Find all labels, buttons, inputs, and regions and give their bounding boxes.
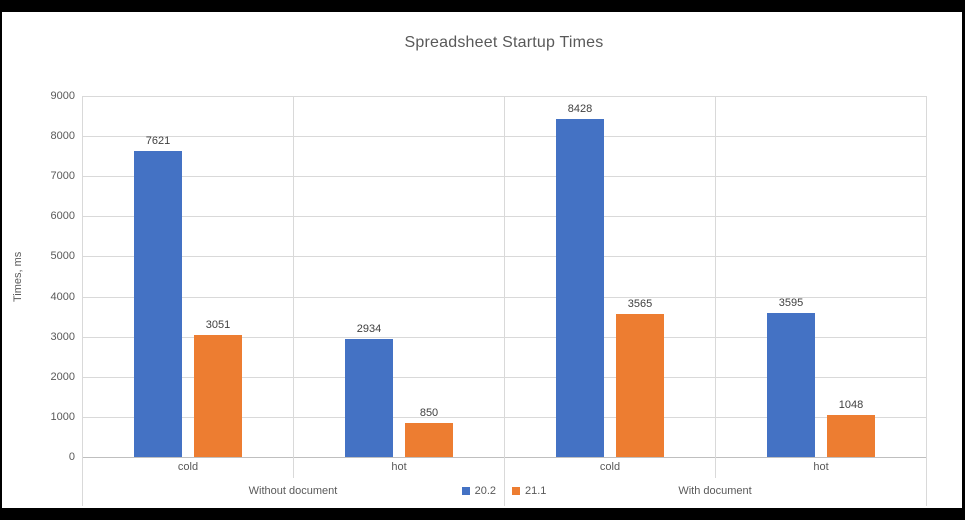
chart-panel: Spreadsheet Startup Times Times, ms 7621…	[2, 12, 962, 508]
y-tick-label: 3000	[50, 330, 75, 343]
axis-separator	[715, 457, 716, 478]
bar-value-label: 7621	[145, 135, 171, 147]
group-label: Without document	[248, 485, 338, 497]
plot-area: 7621 2934 8428 3595 3051 850 3565 1048	[82, 96, 927, 458]
y-tick-label: 2000	[50, 370, 75, 383]
axis-separator	[293, 457, 294, 478]
bar-21.1-hot	[827, 415, 875, 457]
y-tick-label: 9000	[50, 90, 75, 102]
legend-swatch-orange-icon	[512, 487, 520, 495]
bar-21.1-hot	[405, 423, 453, 457]
gridline-vertical	[82, 96, 83, 457]
gridline-vertical	[293, 96, 294, 457]
category-label: hot	[813, 461, 829, 473]
bar-value-label: 850	[419, 407, 439, 419]
category-label: cold	[599, 461, 621, 473]
bar-20.2-hot	[767, 313, 815, 457]
legend-entry-21.1: 21.1	[512, 485, 546, 497]
bar-20.2-hot	[345, 339, 393, 457]
y-tick-label: 0	[68, 451, 75, 463]
axis-separator	[82, 457, 83, 506]
y-tick-label: 7000	[50, 170, 75, 183]
y-tick-label: 5000	[50, 250, 75, 263]
gridline-vertical	[715, 96, 716, 457]
bar-value-label: 3595	[778, 297, 804, 309]
bar-value-label: 3565	[627, 298, 653, 310]
legend-label: 21.1	[525, 485, 547, 497]
group-label: With document	[678, 485, 752, 497]
bar-21.1-cold	[616, 314, 664, 457]
gridline-vertical	[504, 96, 505, 457]
bar-value-label: 2934	[356, 323, 382, 335]
axis-separator	[504, 457, 505, 506]
y-tick-label: 1000	[50, 410, 75, 423]
bar-20.2-cold	[134, 151, 182, 457]
y-tick-label: 6000	[50, 210, 75, 223]
legend-label: 20.2	[474, 485, 496, 497]
axis-separator	[926, 457, 927, 506]
chart-title: Spreadsheet Startup Times	[404, 34, 604, 51]
category-label: cold	[177, 461, 199, 473]
bar-value-label: 1048	[838, 399, 864, 411]
bar-21.1-cold	[194, 335, 242, 457]
y-tick-label: 4000	[50, 290, 75, 303]
gridline-vertical	[926, 96, 927, 457]
category-label: hot	[391, 461, 407, 473]
y-axis-title: Times, ms	[12, 251, 24, 302]
legend-entry-20.2: 20.2	[461, 485, 496, 497]
bar-20.2-cold	[556, 119, 604, 457]
bar-value-label: 8428	[567, 103, 593, 115]
bar-value-label: 3051	[205, 319, 231, 331]
legend-swatch-blue-icon	[461, 487, 470, 495]
y-tick-label: 8000	[50, 130, 75, 143]
